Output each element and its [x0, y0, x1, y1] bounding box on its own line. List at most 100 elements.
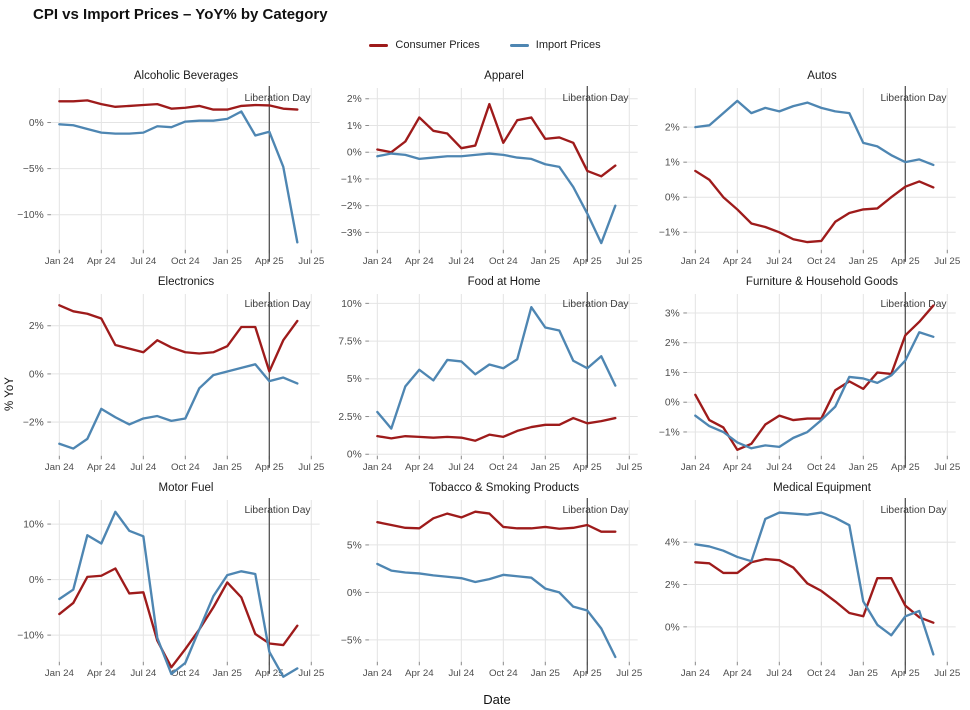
- plot-canvas: Jan 24 Apr 24 Jul 24 Oct 24 Jan 25 Apr 25 Jul …: [17, 498, 324, 679]
- x-tick-label: Jul 25: [934, 256, 960, 267]
- y-tick-label: 0%: [665, 622, 680, 633]
- figure-area: Alcoholic Beverages Jan 24 Apr 24 Jul 24 Oct…: [14, 68, 968, 710]
- y-axis-label: % YoY: [4, 377, 16, 411]
- legend-swatch: [509, 43, 529, 47]
- legend-item-import-prices: Import Prices: [509, 39, 601, 51]
- x-tick-label: Jan 24: [681, 462, 711, 473]
- subplot-tobacco-smoking-products: Tobacco & Smoking Products Jan 24 Apr 24 Ju…: [332, 480, 650, 686]
- x-tick-label: Jan 25: [213, 668, 242, 679]
- axis-ticks: Jan 24 Apr 24 Jul 24 Oct 24 Jan 25 Apr 25 Jul …: [659, 123, 960, 267]
- liberation-day-label: Liberation Day: [562, 505, 629, 516]
- liberation-day-label: Liberation Day: [562, 93, 629, 104]
- plot-canvas: Jan 24 Apr 24 Jul 24 Oct 24 Jan 25 Apr 25 Jul …: [341, 498, 642, 679]
- x-tick-label: Apr 24: [87, 462, 116, 473]
- subplot-title: Alcoholic Beverages: [133, 70, 239, 82]
- y-tick-label: 4%: [665, 538, 680, 549]
- y-tick-label: 2%: [665, 338, 680, 349]
- import-prices-line: [376, 152, 617, 245]
- liberation-day-label: Liberation Day: [244, 93, 311, 104]
- y-tick-label: 2%: [29, 321, 44, 332]
- x-tick-label: Jan 24: [363, 668, 393, 679]
- x-tick-label: Jul 24: [766, 462, 793, 473]
- x-tick-label: Oct 24: [489, 462, 518, 473]
- import-prices-line: [58, 510, 299, 678]
- subplot-title: Electronics: [157, 276, 215, 288]
- subplot-title: Food at Home: [467, 276, 541, 288]
- import-prices-line: [694, 511, 935, 656]
- y-tick-label: −10%: [17, 631, 44, 642]
- x-tick-label: Jul 25: [616, 462, 642, 473]
- legend-item-consumer-prices: Consumer Prices: [369, 39, 480, 51]
- y-tick-label: 2%: [665, 123, 680, 134]
- import-prices-line: [694, 331, 935, 450]
- y-tick-label: 0%: [29, 369, 44, 380]
- x-tick-label: Jul 24: [448, 256, 475, 267]
- consumer-prices-line: [58, 99, 299, 111]
- subplot-medical-equipment: Medical Equipment Jan 24 Apr 24 Jul 24 Oct 2…: [650, 480, 968, 686]
- subplot-title: Medical Equipment: [773, 482, 871, 494]
- axis-ticks: Jan 24 Apr 24 Jul 24 Oct 24 Jan 25 Apr 25 Jul …: [341, 94, 642, 267]
- gridlines: [50, 88, 320, 250]
- y-tick-label: 2.5%: [338, 412, 361, 423]
- x-tick-label: Jul 25: [298, 462, 324, 473]
- liberation-day-label: Liberation Day: [880, 299, 947, 310]
- x-tick-label: Jan 25: [531, 668, 560, 679]
- y-tick-label: 2%: [347, 94, 362, 105]
- y-tick-label: −10%: [17, 210, 44, 221]
- import-prices-line: [376, 306, 617, 430]
- consumer-prices-line: [376, 510, 617, 533]
- x-tick-label: Jan 24: [45, 256, 75, 267]
- axis-ticks: Jan 24 Apr 24 Jul 24 Oct 24 Jan 25 Apr 25 Jul …: [23, 321, 324, 473]
- axis-ticks: Jan 24 Apr 24 Jul 24 Oct 24 Jan 25 Apr 25 Jul …: [341, 540, 642, 678]
- x-tick-label: Oct 24: [489, 668, 518, 679]
- y-tick-label: 0%: [665, 398, 680, 409]
- x-tick-label: Jan 25: [849, 256, 878, 267]
- y-tick-label: 0%: [29, 118, 44, 129]
- x-tick-label: Jan 25: [531, 462, 560, 473]
- plot-canvas: Jan 24 Apr 24 Jul 24 Oct 24 Jan 25 Apr 25 Jul …: [341, 86, 642, 267]
- y-tick-label: −3%: [341, 228, 362, 239]
- import-prices-line: [694, 99, 935, 167]
- subplot-furniture-household-goods: Furniture & Household Goods Jan 24 Apr 24 J…: [650, 274, 968, 480]
- consumer-prices-line: [694, 304, 935, 451]
- gridlines: [686, 88, 956, 250]
- x-tick-label: Oct 24: [171, 462, 200, 473]
- y-tick-label: 3%: [665, 308, 680, 319]
- liberation-day-label: Liberation Day: [880, 505, 947, 516]
- x-tick-label: Jul 24: [130, 668, 157, 679]
- plot-canvas: Jan 24 Apr 24 Jul 24 Oct 24 Jan 25 Apr 25 Jul …: [23, 292, 324, 473]
- consumer-prices-line: [694, 557, 935, 624]
- x-tick-label: Jan 24: [681, 668, 711, 679]
- x-tick-label: Oct 24: [489, 256, 518, 267]
- x-tick-label: Jan 25: [849, 668, 878, 679]
- x-tick-label: Jul 24: [130, 256, 157, 267]
- subplot-motor-fuel: Motor Fuel Jan 24 Apr 24 Jul 24 Oct 24 Jan 25…: [14, 480, 332, 686]
- legend-swatch: [369, 43, 389, 47]
- x-tick-label: Apr 24: [87, 256, 116, 267]
- x-tick-label: Apr 24: [87, 668, 116, 679]
- y-tick-label: 1%: [665, 368, 680, 379]
- liberation-day-label: Liberation Day: [244, 505, 311, 516]
- x-tick-label: Oct 24: [171, 668, 200, 679]
- axis-ticks: Jan 24 Apr 24 Jul 24 Oct 24 Jan 25 Apr 25 Jul …: [338, 299, 642, 473]
- consumer-prices-line: [376, 416, 617, 442]
- x-tick-label: Oct 24: [807, 462, 836, 473]
- subplot-electronics: Electronics Jan 24 Apr 24 Jul 24 Oct 24 Jan 2…: [14, 274, 332, 480]
- y-tick-label: 7.5%: [338, 337, 361, 348]
- x-tick-label: Jul 24: [448, 462, 475, 473]
- x-tick-label: Jul 25: [298, 668, 324, 679]
- x-tick-label: Oct 24: [807, 256, 836, 267]
- y-tick-label: 0%: [347, 450, 362, 461]
- y-tick-label: 5%: [347, 374, 362, 385]
- subplot-alcoholic-beverages: Alcoholic Beverages Jan 24 Apr 24 Jul 24 Oct…: [14, 68, 332, 274]
- x-tick-label: Jul 25: [616, 668, 642, 679]
- consumer-prices-line: [58, 567, 299, 669]
- import-prices-line: [376, 562, 617, 659]
- x-tick-label: Jan 24: [45, 668, 75, 679]
- gridlines: [686, 294, 956, 456]
- y-tick-label: −1%: [341, 174, 362, 185]
- x-tick-label: Jul 25: [298, 256, 324, 267]
- y-tick-label: 1%: [347, 121, 362, 132]
- y-tick-label: −5%: [23, 164, 44, 175]
- x-tick-label: Apr 24: [723, 668, 752, 679]
